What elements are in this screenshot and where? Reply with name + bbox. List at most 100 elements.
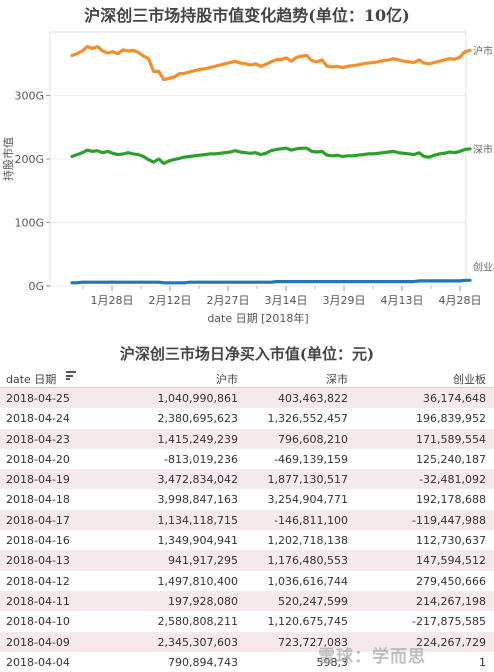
cell-sh: 2,345,307,603 (157, 635, 238, 649)
cell-sh: 941,917,295 (168, 554, 238, 568)
cell-cy: 224,267,729 (416, 635, 486, 649)
cell-cy: 214,267,198 (416, 594, 486, 608)
cell-date: 2018-04-24 (6, 412, 70, 426)
cell-cy: 279,450,666 (416, 574, 486, 588)
cell-sz: 1,877,130,517 (267, 473, 348, 487)
cell-sz: 598,3 (316, 655, 349, 669)
header-sz[interactable]: 深市 (326, 373, 348, 386)
cell-sz: 3,254,904,771 (267, 493, 348, 507)
header-date[interactable]: date 日期 (6, 373, 57, 386)
line-chart: 0G 100G 200G 300G 1月28日 2月12日 2月27日 3月14日 3月29日 4… (1, 31, 494, 325)
table-row: 2018-04-10 2,580,808,211 1,120,675,745 -217… (0, 611, 494, 631)
cell-cy: 1 (479, 655, 486, 669)
cell-date: 2018-04-13 (6, 554, 70, 568)
cell-cy: 171,589,554 (416, 432, 486, 446)
x-tick-label: 1月28日 (91, 294, 134, 307)
cell-cy: 196,839,952 (416, 412, 486, 426)
cell-sh: 1,415,249,239 (157, 432, 238, 446)
table-row: 2018-04-13 941,917,295 1,176,480,553 147,59… (0, 550, 494, 571)
cell-date: 2018-04-18 (6, 493, 70, 507)
table-row: 2018-04-24 2,380,695,623 1,326,552,457 196,… (0, 408, 494, 428)
cell-cy: -119,447,988 (412, 513, 486, 527)
cell-date: 2018-04-10 (6, 615, 70, 629)
cell-date: 2018-04-11 (6, 594, 70, 608)
x-tick-label: 2月12日 (149, 294, 192, 307)
x-axis-label: date 日期 [2018年] (207, 311, 308, 325)
cell-cy: -217,875,585 (412, 615, 486, 629)
cell-sh: 1,040,990,861 (157, 392, 238, 405)
cell-cy: 147,594,512 (416, 554, 486, 568)
cell-sh: 1,349,904,941 (157, 534, 238, 548)
cell-date: 2018-04-23 (6, 432, 70, 446)
cell-date: 2018-04-20 (6, 452, 70, 466)
cell-date: 2018-04-09 (6, 635, 70, 649)
table-row: 2018-04-12 1,497,810,400 1,036,616,744 279,… (0, 571, 494, 591)
table-title: 沪深创三市场日净买入市值(单位：元) (119, 345, 375, 363)
table-row: 2018-04-09 2,345,307,603 723,727,083 224,26… (0, 631, 494, 652)
cell-date: 2018-04-25 (6, 392, 70, 405)
cell-sz: 1,120,675,745 (267, 615, 348, 629)
x-tick-label: 4月28日 (439, 294, 482, 307)
cell-sh: 2,580,808,211 (157, 615, 238, 629)
cell-sz: 520,247,599 (278, 594, 348, 608)
series-line-2 (70, 278, 472, 285)
y-tick-label: 100G (14, 217, 44, 230)
table-row: 2018-04-19 3,472,834,042 1,877,130,517 -32,… (0, 469, 494, 490)
sort-icon[interactable] (66, 371, 76, 380)
cell-sh: 2,380,695,623 (157, 412, 238, 426)
x-tick-label: 2月27日 (207, 294, 250, 307)
cell-cy: 125,240,187 (416, 452, 486, 466)
cell-sz: 403,463,822 (278, 392, 348, 405)
table-row: 2018-04-16 1,349,904,941 1,202,718,138 112,… (0, 530, 494, 550)
cell-date: 2018-04-12 (6, 574, 70, 588)
cell-cy: 36,174,648 (423, 392, 486, 405)
table-row: 2018-04-25 1,040,990,861 403,463,822 36,174… (0, 388, 494, 409)
y-tick-label: 0G (28, 280, 44, 293)
series-end-label: 创业板 (473, 260, 494, 273)
y-tick-label: 200G (14, 153, 44, 166)
net-buy-table: date 日期 沪市 深市 创业板 2018-04-25 1,040,990,86… (0, 367, 494, 672)
cell-sz: 1,202,718,138 (267, 534, 348, 548)
cell-cy: -32,481,092 (419, 473, 486, 487)
cell-sh: -813,019,236 (164, 452, 238, 466)
cell-date: 2018-04-04 (6, 655, 70, 669)
cell-sh: 1,134,118,715 (157, 513, 238, 527)
watermark: 雪球：学而思 (318, 647, 426, 667)
series-line-1 (70, 146, 472, 165)
cell-sz: -146,811,100 (274, 513, 348, 527)
y-axis-label: 持股市值 (1, 137, 15, 181)
table-row: 2018-04-11 197,928,080 520,247,599 214,267,… (0, 590, 494, 612)
cell-sh: 3,998,847,163 (157, 493, 238, 507)
cell-sh: 3,472,834,042 (157, 473, 238, 487)
table-row: 2018-04-18 3,998,847,163 3,254,904,771 192,… (0, 489, 494, 509)
table-row: 2018-04-23 1,415,249,239 796,608,210 171,58… (0, 428, 494, 449)
cell-date: 2018-04-19 (6, 473, 70, 487)
x-tick-label: 3月14日 (265, 294, 308, 307)
cell-sz: 1,326,552,457 (267, 412, 348, 426)
cell-sz: 723,727,083 (278, 635, 348, 649)
x-tick-label: 3月29日 (323, 294, 366, 307)
cell-sz: 1,036,616,744 (267, 574, 348, 588)
cell-sz: 796,608,210 (278, 432, 348, 446)
cell-date: 2018-04-17 (6, 513, 70, 527)
table-row: 2018-04-20 -813,019,236 -469,139,159 125,24… (0, 449, 494, 469)
table-row: 2018-04-04 790,894,743 598,3 1 (0, 652, 494, 672)
series-end-label: 深市 (473, 143, 493, 156)
table-body: 2018-04-25 1,040,990,861 403,463,822 36,174… (0, 388, 494, 672)
chart-title: 沪深创三市场持股市值变化趋势(单位：10亿) (84, 6, 410, 25)
series-line-0 (70, 45, 472, 82)
cell-sz: -469,139,159 (274, 452, 348, 466)
cell-sz: 1,176,480,553 (267, 554, 348, 568)
cell-sh: 1,497,810,400 (157, 574, 238, 588)
cell-date: 2018-04-16 (6, 534, 70, 548)
x-tick-label: 4月13日 (381, 294, 424, 307)
table-header: date 日期 沪市 深市 创业板 (0, 367, 494, 388)
cell-cy: 112,730,637 (416, 534, 486, 548)
cell-sh: 790,894,743 (168, 655, 238, 669)
header-cy[interactable]: 创业板 (453, 373, 486, 386)
table-row: 2018-04-17 1,134,118,715 -146,811,100 -119,… (0, 509, 494, 531)
cell-sh: 197,928,080 (168, 594, 238, 608)
series-end-label: 沪市 (473, 44, 493, 57)
y-tick-label: 300G (14, 90, 44, 103)
header-sh[interactable]: 沪市 (216, 373, 238, 386)
